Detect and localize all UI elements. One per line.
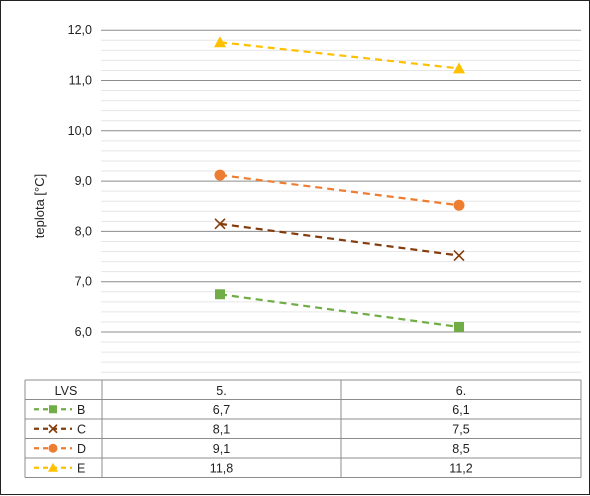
data-table: LVS 5. 6. B 6,7 6,1 C 8,1 7,5 D 9,1 8,5 E 11,8 11,2 — [24, 379, 582, 478]
series-line-e — [219, 41, 460, 70]
data-value-label: 8,5 — [452, 442, 469, 456]
data-value-label: 9,1 — [213, 442, 230, 456]
data-value-label: 11,2 — [449, 461, 472, 475]
y-tick-label: 9,0 — [75, 174, 92, 188]
legend-key-e — [34, 462, 72, 472]
series-b — [215, 289, 464, 332]
category-label: 6. — [456, 384, 466, 398]
y-axis-label: teplota [°C] — [32, 174, 47, 238]
legend-marker — [48, 443, 58, 453]
data-point — [214, 36, 226, 48]
data-point — [214, 169, 226, 181]
data-table-header-label: LVS — [55, 384, 78, 398]
gridlines — [101, 29, 581, 373]
y-tick-label: 12,0 — [68, 23, 92, 37]
data-point — [215, 289, 225, 300]
series-c — [214, 218, 465, 262]
data-point — [214, 218, 226, 230]
series-line-b — [219, 293, 460, 329]
legend-series-name: C — [77, 422, 86, 436]
y-axis-tick-labels: 6,0 7,0 8,0 9,0 10,0 11,0 12,0 — [68, 23, 92, 339]
data-point — [454, 321, 464, 332]
data-value-label: 7,5 — [452, 422, 469, 436]
category-label: 5. — [216, 384, 226, 398]
legend-marker — [48, 462, 58, 472]
y-tick-label: 7,0 — [75, 275, 92, 289]
series-d — [214, 169, 465, 211]
data-value-label: 6,1 — [452, 403, 469, 417]
legend-series-name: B — [77, 403, 85, 417]
legend-marker — [49, 405, 57, 414]
legend-series-name: D — [77, 442, 86, 456]
data-point — [453, 62, 465, 74]
series-e — [214, 36, 465, 74]
y-tick-label: 6,0 — [75, 325, 92, 339]
data-value-label: 6,7 — [213, 403, 230, 417]
legend-key-d — [34, 443, 72, 453]
y-tick-label: 8,0 — [75, 224, 92, 238]
data-value-label: 8,1 — [213, 422, 230, 436]
series-line-d — [219, 173, 460, 207]
legend-series-name: E — [77, 461, 85, 475]
legend-key-c — [34, 424, 72, 434]
data-value-label: 11,8 — [210, 461, 233, 475]
data-point — [453, 249, 465, 262]
series-line-c — [219, 222, 460, 257]
legend-key-b — [34, 405, 72, 414]
data-point — [453, 199, 465, 211]
y-tick-label: 11,0 — [69, 74, 92, 88]
legend-marker — [48, 424, 58, 434]
y-tick-label: 10,0 — [68, 124, 92, 138]
series-lines — [214, 36, 465, 332]
